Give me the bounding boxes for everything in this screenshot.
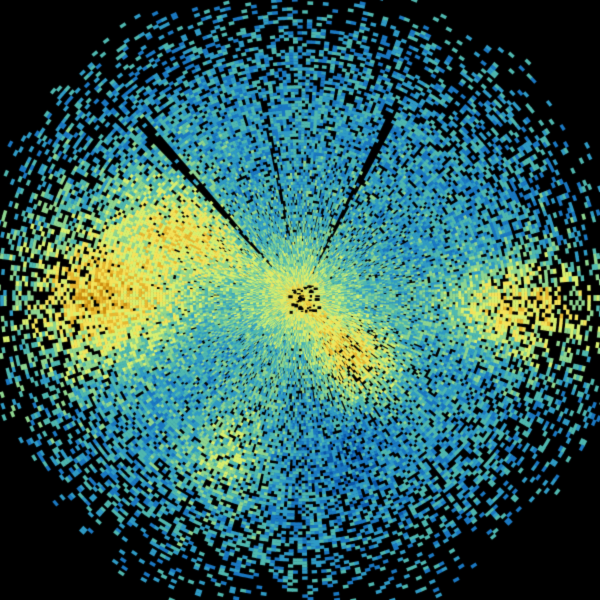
radar-scan-image: [0, 0, 600, 600]
